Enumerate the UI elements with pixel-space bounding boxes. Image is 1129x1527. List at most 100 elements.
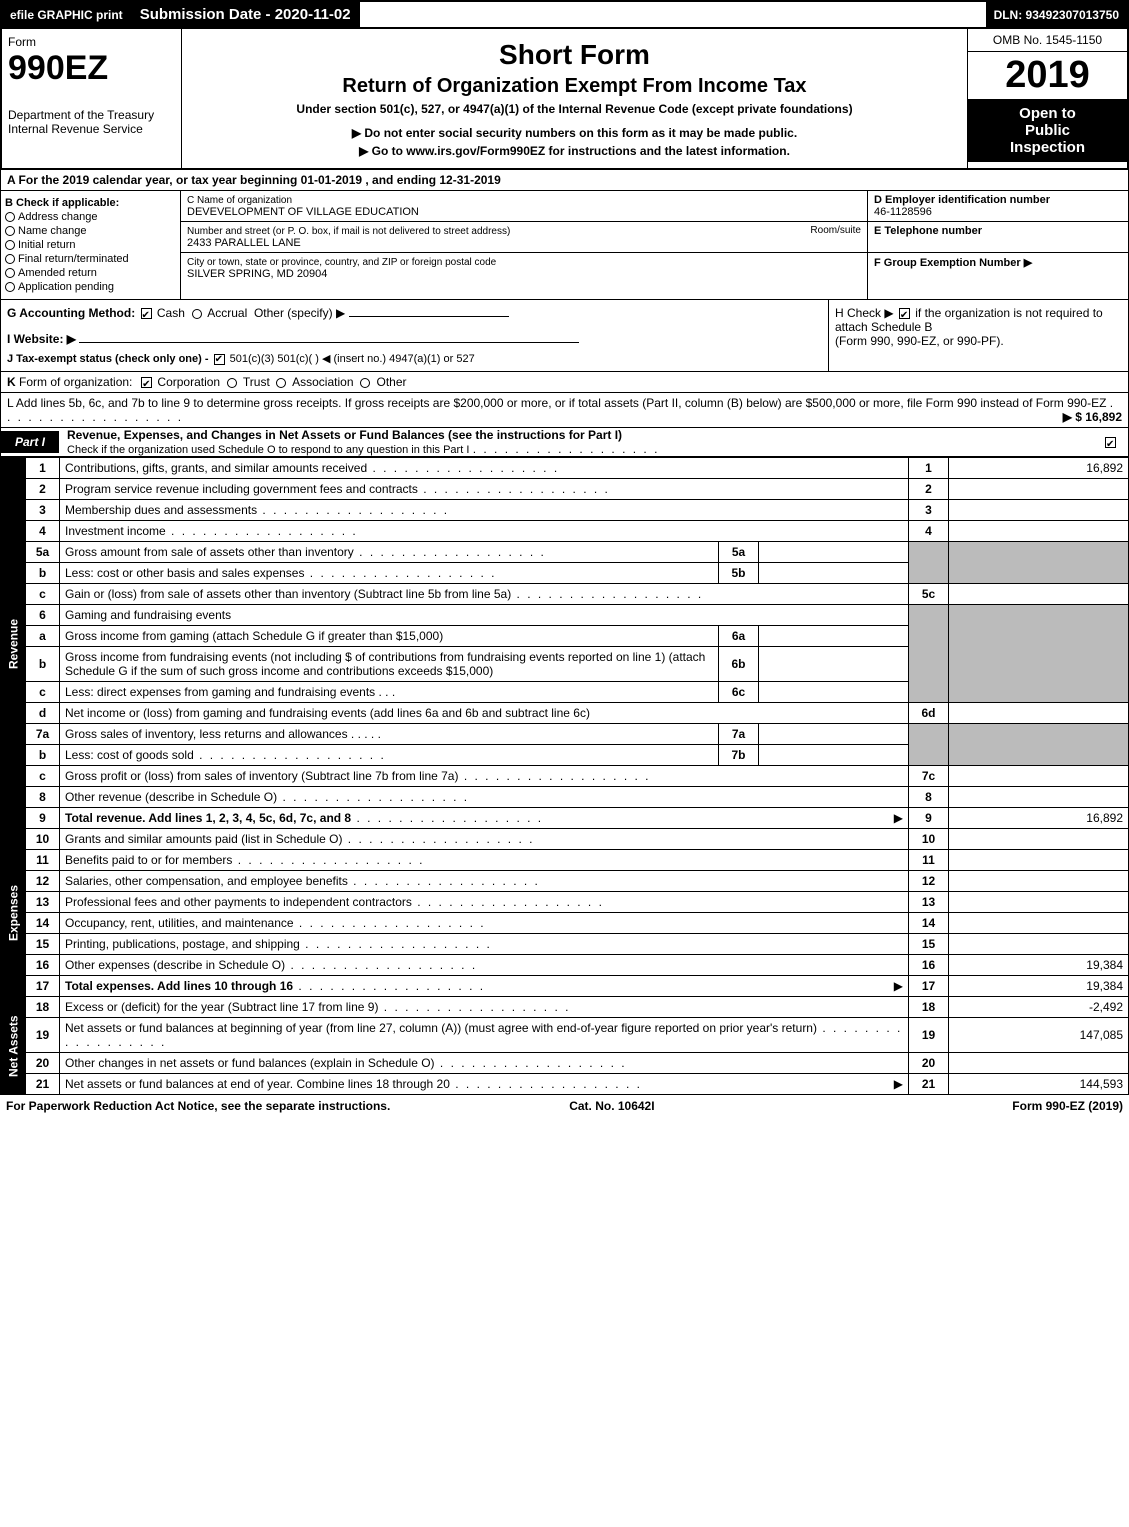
ln-7b-n: b: [26, 745, 60, 766]
ln-10-ln: 10: [909, 829, 949, 850]
ln-10-d: Grants and similar amounts paid (list in…: [60, 829, 909, 850]
top-bar: efile GRAPHIC print Submission Date - 20…: [0, 0, 1129, 29]
ln-2-n: 2: [26, 479, 60, 500]
c-street-block: Number and street (or P. O. box, if mail…: [181, 222, 867, 253]
row-k: K Form of organization: Corporation Trus…: [0, 372, 1129, 393]
ln-21-d: Net assets or fund balances at end of ye…: [60, 1074, 909, 1095]
chk-assoc[interactable]: [276, 378, 286, 388]
ln-6-grey-v: [949, 605, 1129, 703]
c-room-lbl: Room/suite: [810, 225, 861, 236]
d-block: D Employer identification number 46-1128…: [868, 191, 1128, 222]
opt-initial-return[interactable]: Initial return: [5, 239, 176, 251]
ln-20-n: 20: [26, 1053, 60, 1074]
ln-7a-mv: [759, 724, 909, 745]
c-city-lbl: City or town, state or province, country…: [187, 257, 496, 268]
opt-application-pending[interactable]: Application pending: [5, 281, 176, 293]
ln-21-n: 21: [26, 1074, 60, 1095]
ln-16-v: 19,384: [949, 955, 1129, 976]
ln-6c-d: Less: direct expenses from gaming and fu…: [60, 682, 719, 703]
ln-6c-n: c: [26, 682, 60, 703]
section-b: B Check if applicable: Address change Na…: [1, 191, 181, 299]
form-header: Form 990EZ Department of the Treasury In…: [0, 29, 1129, 170]
ln-15-v: [949, 934, 1129, 955]
ln-14-ln: 14: [909, 913, 949, 934]
ln-6d-d: Net income or (loss) from gaming and fun…: [60, 703, 909, 724]
ln-7a-n: 7a: [26, 724, 60, 745]
ln-1-v: 16,892: [949, 458, 1129, 479]
ln-6b-mini: 6b: [719, 647, 759, 682]
ein: 46-1128596: [874, 206, 932, 218]
opt-name-change[interactable]: Name change: [5, 225, 176, 237]
tax-year: 2019: [968, 52, 1127, 99]
ln-15-ln: 15: [909, 934, 949, 955]
ln-2-d: Program service revenue including govern…: [60, 479, 909, 500]
header-right: OMB No. 1545-1150 2019 Open to Public In…: [967, 29, 1127, 168]
l-amount: ▶ $ 16,892: [1063, 410, 1122, 424]
chk-schedO[interactable]: [1105, 437, 1116, 448]
ln-6-n: 6: [26, 605, 60, 626]
efile-btn[interactable]: efile GRAPHIC print: [2, 2, 132, 27]
ln-7b-d: Less: cost of goods sold: [60, 745, 719, 766]
ln-9-ln: 9: [909, 808, 949, 829]
title-return: Return of Organization Exempt From Incom…: [192, 75, 957, 98]
chk-h[interactable]: [899, 308, 910, 319]
opt-final-return[interactable]: Final return/terminated: [5, 253, 176, 265]
opt-amended-return[interactable]: Amended return: [5, 267, 176, 279]
ln-6d-ln: 6d: [909, 703, 949, 724]
ln-14-n: 14: [26, 913, 60, 934]
i-website: I Website: ▶: [7, 332, 822, 346]
title-short-form: Short Form: [192, 39, 957, 71]
chk-other-org[interactable]: [360, 378, 370, 388]
ln-5c-n: c: [26, 584, 60, 605]
ln-4-v: [949, 521, 1129, 542]
f-block: F Group Exemption Number ▶: [868, 253, 1128, 272]
form-number: 990EZ: [8, 49, 175, 88]
ln-3-v: [949, 500, 1129, 521]
opt-address-change[interactable]: Address change: [5, 211, 176, 223]
ln-5b-n: b: [26, 563, 60, 584]
section-def: D Employer identification number 46-1128…: [868, 191, 1128, 299]
chk-corp[interactable]: [141, 377, 152, 388]
ln-2-v: [949, 479, 1129, 500]
ln-5a-mini: 5a: [719, 542, 759, 563]
ln-10-n: 10: [26, 829, 60, 850]
c-name-lbl: C Name of organization: [187, 195, 292, 206]
irs: Internal Revenue Service: [8, 122, 175, 136]
ln-5a-mv: [759, 542, 909, 563]
e-block: E Telephone number: [868, 222, 1128, 253]
ln-18-ln: 18: [909, 997, 949, 1018]
chk-trust[interactable]: [227, 378, 237, 388]
d-lbl: D Employer identification number: [874, 194, 1050, 206]
dept: Department of the Treasury: [8, 108, 175, 122]
ln-20-ln: 20: [909, 1053, 949, 1074]
ln-3-d: Membership dues and assessments: [60, 500, 909, 521]
goto-link[interactable]: ▶ Go to www.irs.gov/Form990EZ for instru…: [192, 144, 957, 158]
ln-3-n: 3: [26, 500, 60, 521]
ln-13-v: [949, 892, 1129, 913]
ln-7b-mv: [759, 745, 909, 766]
c-name-block: C Name of organization DEVEVELOPMENT OF …: [181, 191, 867, 222]
chk-cash[interactable]: [141, 308, 152, 319]
ln-6d-n: d: [26, 703, 60, 724]
ln-5ab-grey: [909, 542, 949, 584]
section-c: C Name of organization DEVEVELOPMENT OF …: [181, 191, 868, 299]
ln-7c-v: [949, 766, 1129, 787]
ln-5b-mini: 5b: [719, 563, 759, 584]
ln-13-d: Professional fees and other payments to …: [60, 892, 909, 913]
ln-5b-d: Less: cost or other basis and sales expe…: [60, 563, 719, 584]
ln-15-n: 15: [26, 934, 60, 955]
chk-501c3[interactable]: [214, 354, 225, 365]
ln-5a-n: 5a: [26, 542, 60, 563]
ln-12-v: [949, 871, 1129, 892]
chk-accrual[interactable]: [192, 309, 202, 319]
ln-9-n: 9: [26, 808, 60, 829]
ln-20-v: [949, 1053, 1129, 1074]
ln-8-v: [949, 787, 1129, 808]
c-city-block: City or town, state or province, country…: [181, 253, 867, 283]
ln-9-d: Total revenue. Add lines 1, 2, 3, 4, 5c,…: [60, 808, 909, 829]
part1-tag: Part I: [1, 431, 59, 453]
ln-20-d: Other changes in net assets or fund bala…: [60, 1053, 909, 1074]
ln-18-n: 18: [26, 997, 60, 1018]
form-word: Form: [8, 35, 175, 49]
ln-7a-mini: 7a: [719, 724, 759, 745]
